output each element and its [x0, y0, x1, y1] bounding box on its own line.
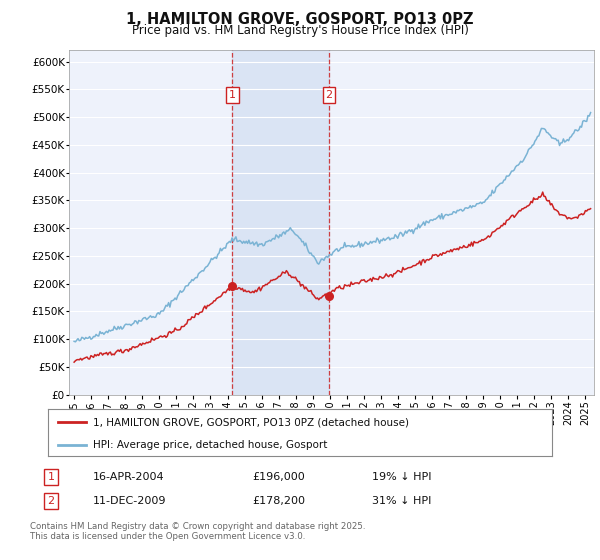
Text: 1, HAMILTON GROVE, GOSPORT, PO13 0PZ: 1, HAMILTON GROVE, GOSPORT, PO13 0PZ	[126, 12, 474, 27]
Text: 31% ↓ HPI: 31% ↓ HPI	[372, 496, 431, 506]
Text: 16-APR-2004: 16-APR-2004	[93, 472, 164, 482]
Text: Price paid vs. HM Land Registry's House Price Index (HPI): Price paid vs. HM Land Registry's House …	[131, 24, 469, 37]
Text: 11-DEC-2009: 11-DEC-2009	[93, 496, 167, 506]
Text: 19% ↓ HPI: 19% ↓ HPI	[372, 472, 431, 482]
Text: 1: 1	[229, 90, 236, 100]
Text: 2: 2	[325, 90, 332, 100]
Text: 2: 2	[47, 496, 55, 506]
Text: £196,000: £196,000	[252, 472, 305, 482]
Bar	[232, 50, 329, 395]
Text: 1: 1	[47, 472, 55, 482]
Text: £178,200: £178,200	[252, 496, 305, 506]
Text: Contains HM Land Registry data © Crown copyright and database right 2025.
This d: Contains HM Land Registry data © Crown c…	[30, 522, 365, 542]
Text: 1, HAMILTON GROVE, GOSPORT, PO13 0PZ (detached house): 1, HAMILTON GROVE, GOSPORT, PO13 0PZ (de…	[94, 417, 409, 427]
Text: HPI: Average price, detached house, Gosport: HPI: Average price, detached house, Gosp…	[94, 440, 328, 450]
